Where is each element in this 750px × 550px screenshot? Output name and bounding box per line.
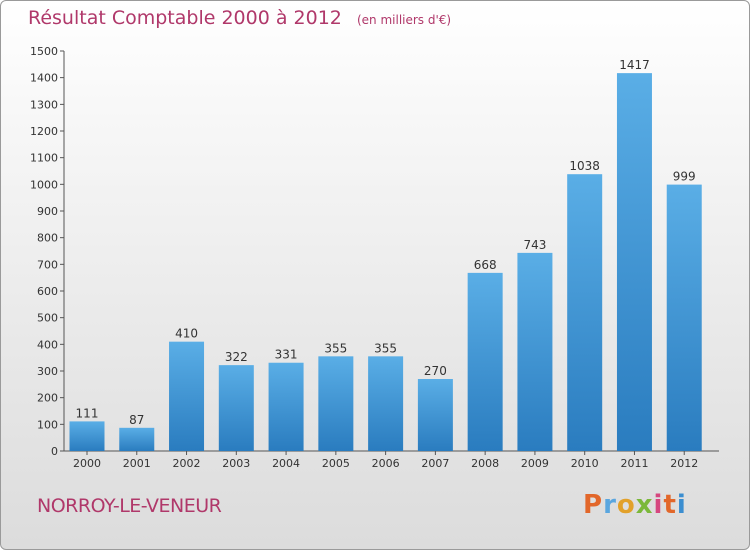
- logo-letter: P: [583, 490, 604, 520]
- x-tick-label: 2002: [173, 457, 201, 470]
- value-label: 322: [225, 350, 248, 364]
- chart-title: Résultat Comptable 2000 à 2012: [28, 7, 342, 29]
- x-tick-label: 2011: [620, 457, 648, 470]
- x-tick-label: 2004: [272, 457, 300, 470]
- y-tick-label: 1400: [30, 72, 58, 85]
- y-tick-label: 200: [37, 392, 58, 405]
- value-label: 111: [76, 406, 99, 420]
- y-tick-label: 1200: [30, 125, 58, 138]
- bar: [467, 272, 503, 451]
- y-tick-label: 800: [37, 232, 58, 245]
- bar: [169, 341, 205, 451]
- value-label: 270: [424, 364, 447, 378]
- x-tick-label: 2005: [322, 457, 350, 470]
- value-label: 87: [129, 413, 144, 427]
- y-tick-label: 700: [37, 258, 58, 271]
- bar: [517, 252, 553, 451]
- value-label: 668: [474, 258, 497, 272]
- value-label: 999: [673, 170, 696, 184]
- value-label: 331: [275, 348, 298, 362]
- x-tick-label: 2009: [521, 457, 549, 470]
- y-tick-label: 100: [37, 418, 58, 431]
- x-tick-label: 2007: [421, 457, 449, 470]
- y-tick-label: 300: [37, 365, 58, 378]
- value-label: 355: [324, 341, 347, 355]
- value-label: 355: [374, 341, 397, 355]
- y-tick-label: 1100: [30, 152, 58, 165]
- bar: [218, 365, 254, 451]
- logo-letter: o: [616, 490, 636, 520]
- y-tick-label: 900: [37, 205, 58, 218]
- chart-title-block: Résultat Comptable 2000 à 2012 (en milli…: [28, 7, 451, 29]
- logo-letter: i: [653, 490, 664, 520]
- x-tick-label: 2008: [471, 457, 499, 470]
- value-label: 1417: [619, 58, 650, 72]
- x-tick-label: 2006: [372, 457, 400, 470]
- commune-name: NORROY-LE-VENEUR: [37, 495, 222, 517]
- y-tick-label: 500: [37, 312, 58, 325]
- x-tick-label: 2001: [123, 457, 151, 470]
- proxiti-logo: Proxiti: [583, 490, 687, 520]
- y-tick-label: 1300: [30, 98, 58, 111]
- x-tick-label: 2000: [73, 457, 101, 470]
- y-tick-label: 0: [51, 445, 58, 458]
- x-tick-label: 2010: [571, 457, 599, 470]
- chart-unit: (en milliers d'€): [356, 13, 452, 27]
- y-tick-label: 1000: [30, 178, 58, 191]
- x-tick-label: 2003: [222, 457, 250, 470]
- y-tick-label: 400: [37, 338, 58, 351]
- bar: [318, 356, 354, 451]
- value-label: 410: [175, 327, 198, 341]
- bar: [368, 356, 404, 451]
- bar: [69, 421, 105, 451]
- bar: [417, 379, 453, 451]
- bars: 111 87 410 322 331 355 355 270 668 743 1038 1417 999: [69, 58, 702, 451]
- logo-letter: i: [676, 490, 687, 520]
- axes: 0 100 200 300 400 500 600 700 800 900 1000 1100 1200…: [30, 45, 719, 470]
- bar: [268, 362, 304, 451]
- x-tick-label: 2012: [670, 457, 698, 470]
- logo-letter: r: [603, 490, 617, 520]
- value-label: 743: [523, 238, 546, 252]
- bar: [567, 174, 603, 451]
- bar: [119, 427, 155, 451]
- logo-letter: x: [635, 490, 654, 520]
- y-tick-label: 1500: [30, 45, 58, 58]
- bar: [666, 184, 702, 451]
- bar: [616, 73, 652, 451]
- logo-letter: t: [663, 490, 677, 520]
- value-label: 1038: [569, 159, 600, 173]
- y-tick-label: 600: [37, 285, 58, 298]
